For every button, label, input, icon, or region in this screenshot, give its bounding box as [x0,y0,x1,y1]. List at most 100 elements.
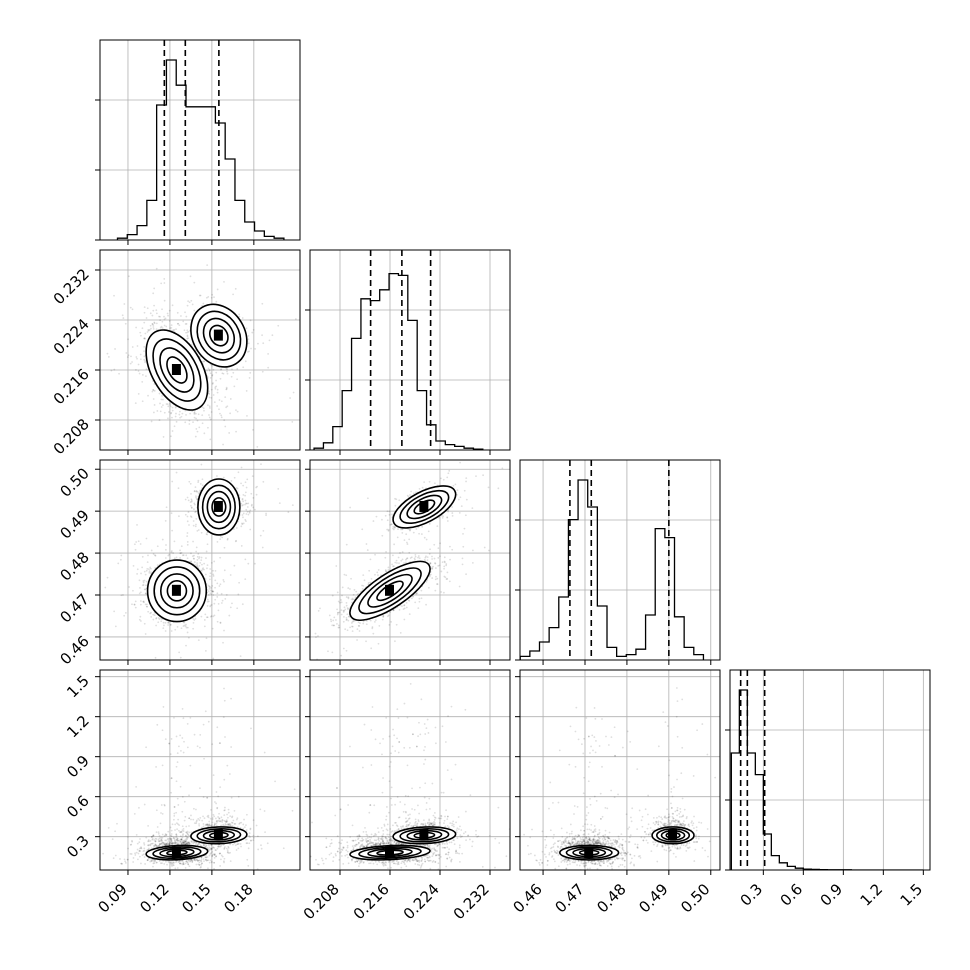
x-tick-label: 0.216 [350,880,393,923]
density-peak [171,584,181,596]
contour-level-0 [190,826,248,845]
histogram-2 [520,479,705,660]
sample-points [104,460,294,660]
panel-frame [99,669,301,871]
density-peak [668,829,678,841]
x-tick-label: 0.47 [551,880,587,916]
density-peak [171,846,181,858]
density-contours [145,826,248,861]
panel-3-1: 0.208 0.216 0.224 0.232 [300,669,511,923]
contour-level-1 [152,338,202,402]
y-tick-label: 0.47 [56,590,92,626]
x-tick-label: 0.208 [300,880,343,923]
x-tick-label: 0.50 [677,880,713,916]
panel-1-1 [305,249,511,455]
x-tick-label: 0.232 [450,880,493,923]
density-contours [349,826,457,861]
panel-2-0: 0.46 0.47 0.48 0.49 0.50 [56,459,301,668]
y-tick-label: 0.46 [56,632,92,668]
contour-level-0 [146,559,208,623]
panel-frame [309,669,511,871]
contour-level-1 [358,567,422,615]
panel-frame [519,459,721,661]
x-tick-label: 0.46 [510,880,546,916]
density-peak [385,846,394,858]
panel-0-0 [95,39,301,245]
x-tick-label: 0.15 [178,880,214,916]
contour-level-3 [166,580,188,602]
contour-level-0 [190,303,248,368]
contour-level-3 [166,356,188,384]
x-tick-label: 0.12 [136,880,172,916]
contour-level-1 [399,828,450,843]
panel-frame [99,39,301,241]
panel-1-0: 0.208 0.216 0.224 0.232 [50,249,301,458]
y-tick-label: 0.9 [63,752,93,782]
histogram-0 [116,59,285,240]
contour-level-0 [392,826,457,845]
y-tick-label: 0.216 [50,365,93,408]
y-tick-label: 0.48 [56,548,92,584]
x-tick-label: 1.2 [857,880,887,910]
x-tick-label: 0.49 [635,880,671,916]
y-tick-label: 0.208 [50,415,93,458]
contour-level-2 [159,347,195,393]
density-peak [419,829,429,841]
panel-3-0: 0.09 0.12 0.15 0.18 0.3 0.6 0.9 1.2 1.5 [63,669,301,916]
density-contours [146,478,241,623]
x-tick-label: 0.09 [94,880,130,916]
contour-level-0 [349,560,431,621]
panel-3-3: 0.3 0.6 0.9 1.2 1.5 [725,669,931,910]
contour-level-2 [159,573,194,609]
sample-points [523,687,717,870]
panel-frame [729,669,931,871]
density-peak [213,329,223,341]
sample-points [314,461,504,660]
y-tick-label: 1.2 [63,712,93,742]
panel-2-1 [305,459,511,665]
contour-level-1 [399,489,450,525]
panel-frame [309,459,511,661]
histogram-1 [313,272,484,450]
y-tick-label: 0.50 [56,464,92,500]
density-peak [171,364,181,375]
contour-level-3 [211,497,227,517]
contour-level-2 [406,494,443,520]
panel-frame [519,669,721,871]
y-tick-label: 0.224 [50,315,93,358]
contour-level-1 [153,566,201,616]
y-tick-label: 0.3 [63,832,93,862]
contour-level-0 [349,844,431,861]
contour-level-1 [196,828,242,843]
contour-level-0 [392,485,457,529]
x-tick-label: 0.6 [777,880,807,910]
contour-level-0 [651,826,695,845]
x-tick-label: 0.3 [737,880,767,910]
y-tick-label: 0.6 [63,792,93,822]
density-contours [349,485,457,621]
contour-level-1 [201,484,236,530]
panel-2-2 [515,459,721,665]
x-tick-label: 0.9 [817,880,847,910]
density-peak [213,500,223,512]
contour-level-2 [202,317,236,354]
contour-level-0 [145,329,209,411]
panel-frame [99,249,301,451]
contour-level-0 [559,844,620,861]
density-peak [213,829,223,841]
density-contours [145,303,248,411]
histogram-3 [730,689,924,870]
contour-level-1 [196,310,242,361]
y-tick-label: 0.49 [56,506,92,542]
density-peak [419,500,429,512]
density-peak [385,584,394,596]
contour-level-0 [145,844,209,861]
contour-level-0 [197,478,241,536]
contour-level-2 [367,573,413,608]
y-tick-label: 1.5 [63,672,93,702]
contour-level-3 [208,324,229,347]
x-tick-label: 0.48 [593,880,629,916]
panel-frame [309,249,511,451]
x-tick-label: 1.5 [897,880,927,910]
